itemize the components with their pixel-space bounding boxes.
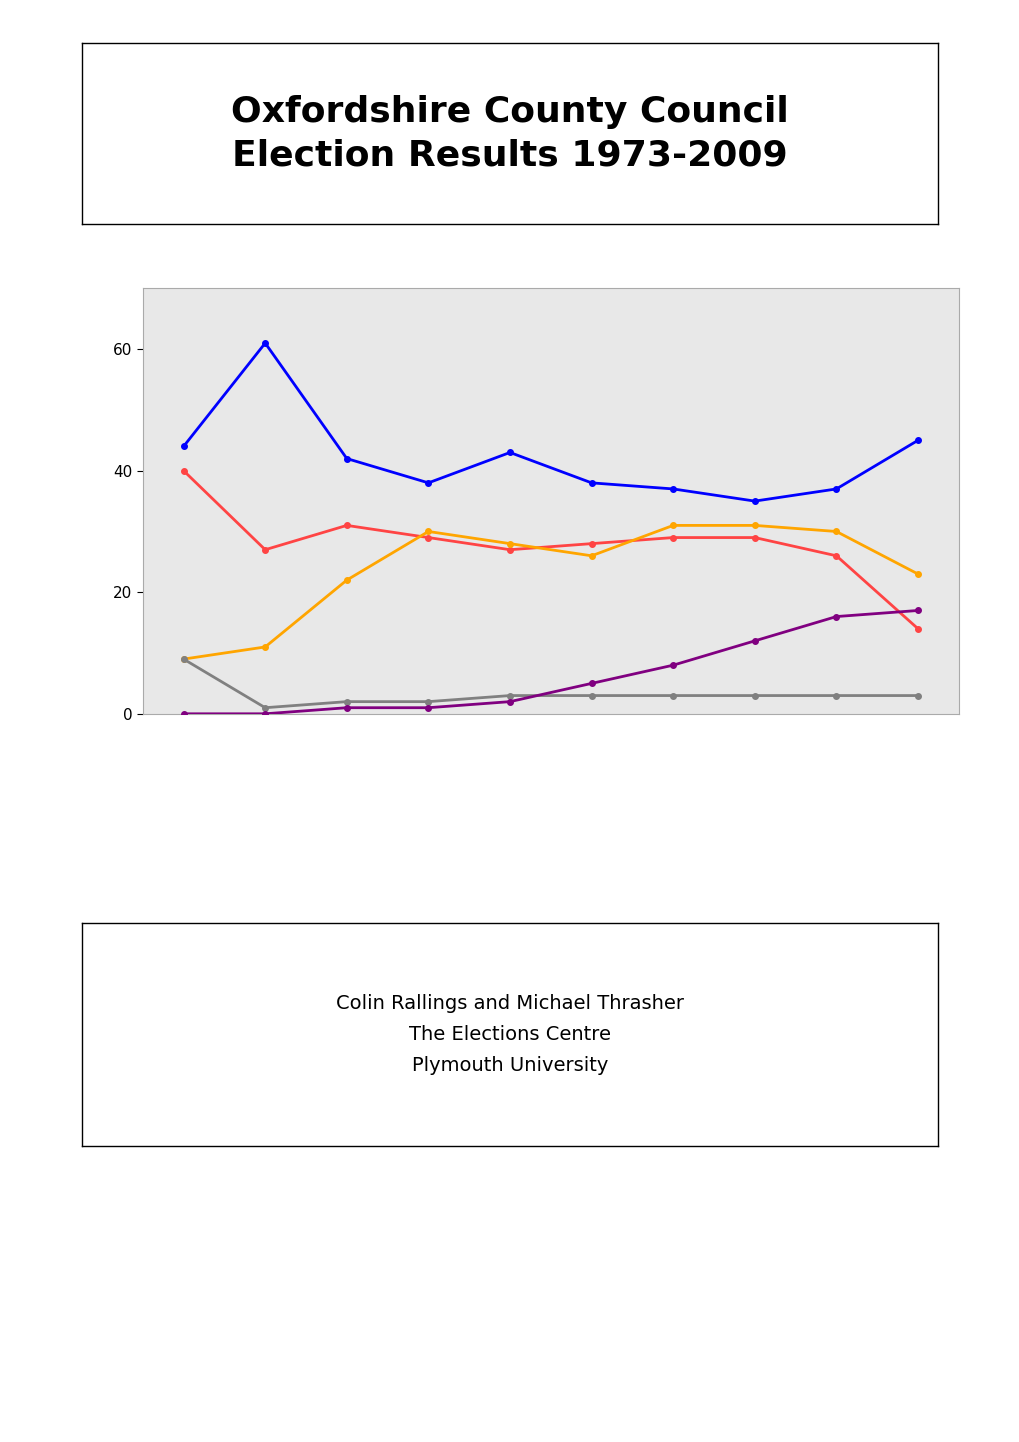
- Text: Colin Rallings and Michael Thrasher
The Elections Centre
Plymouth University: Colin Rallings and Michael Thrasher The …: [335, 994, 684, 1076]
- Text: Oxfordshire County Council
Election Results 1973-2009: Oxfordshire County Council Election Resu…: [231, 95, 788, 172]
